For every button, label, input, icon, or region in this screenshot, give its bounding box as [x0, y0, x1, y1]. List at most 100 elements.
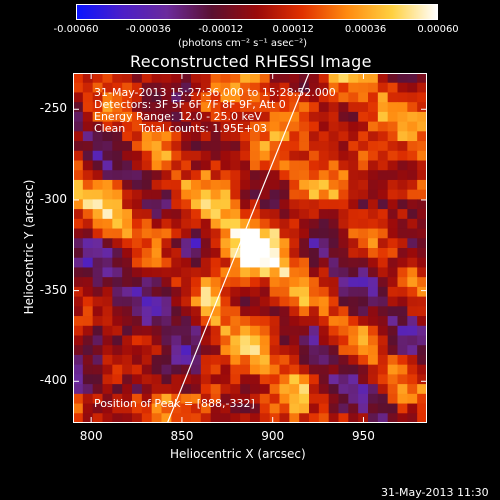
heatmap-cell: [142, 345, 152, 355]
heatmap-cell: [83, 374, 93, 384]
heatmap-cell: [142, 141, 152, 151]
heatmap-cell: [112, 267, 122, 277]
heatmap-cell: [329, 180, 339, 190]
heatmap-cell: [388, 316, 398, 326]
heatmap-cell: [280, 180, 290, 190]
heatmap-cell: [260, 248, 270, 258]
heatmap-cell: [289, 326, 299, 336]
heatmap-cell: [260, 141, 270, 151]
heatmap-cell: [270, 238, 280, 248]
heatmap-cell: [368, 112, 378, 122]
heatmap-cell: [181, 345, 191, 355]
heatmap-cell: [299, 219, 309, 229]
heatmap-cell: [378, 297, 388, 307]
heatmap-cell: [299, 151, 309, 161]
heatmap-cell: [191, 209, 201, 219]
heatmap-cell: [398, 287, 408, 297]
heatmap-cell: [309, 297, 319, 307]
heatmap-cell: [280, 73, 290, 83]
heatmap-cell: [230, 209, 240, 219]
heatmap-cell: [260, 151, 270, 161]
heatmap-cell: [221, 384, 231, 394]
heatmap-cell: [73, 199, 83, 209]
heatmap-cell: [299, 229, 309, 239]
heatmap-cell: [112, 384, 122, 394]
heatmap-cell: [240, 267, 250, 277]
heatmap-cell: [339, 374, 349, 384]
heatmap-cell: [417, 258, 427, 268]
heatmap-cell: [103, 287, 113, 297]
heatmap-cell: [280, 355, 290, 365]
heatmap-cell: [103, 73, 113, 83]
heatmap-cell: [103, 248, 113, 258]
heatmap-cell: [191, 326, 201, 336]
heatmap-cell: [260, 161, 270, 171]
heatmap-cell: [339, 277, 349, 287]
heatmap-cell: [398, 170, 408, 180]
heatmap-cell: [299, 199, 309, 209]
heatmap-cell: [348, 404, 358, 414]
heatmap-cell: [112, 151, 122, 161]
heatmap-cell: [132, 248, 142, 258]
heatmap-cell: [122, 384, 132, 394]
heatmap-cell: [358, 112, 368, 122]
heatmap-cell: [368, 404, 378, 414]
heatmap-cell: [309, 209, 319, 219]
heatmap-cell: [407, 161, 417, 171]
heatmap-cell: [280, 161, 290, 171]
heatmap-cell: [270, 306, 280, 316]
heatmap-cell: [388, 219, 398, 229]
heatmap-cell: [191, 258, 201, 268]
heatmap-cell: [398, 180, 408, 190]
heatmap-cell: [289, 238, 299, 248]
heatmap-cell: [181, 141, 191, 151]
heatmap-cell: [309, 73, 319, 83]
heatmap-cell: [211, 277, 221, 287]
heatmap-cell: [132, 297, 142, 307]
heatmap-cell: [152, 336, 162, 346]
heatmap-cell: [407, 180, 417, 190]
heatmap-cell: [348, 258, 358, 268]
heatmap-cell: [407, 413, 417, 423]
heatmap-cell: [221, 336, 231, 346]
heatmap-cell: [280, 306, 290, 316]
heatmap-cell: [122, 190, 132, 200]
heatmap-cell: [368, 199, 378, 209]
heatmap-cell: [122, 73, 132, 83]
heatmap-cell: [103, 151, 113, 161]
peak-position-text: Position of Peak = [888,-332]: [94, 398, 255, 410]
heatmap-cell: [270, 365, 280, 375]
heatmap-cell: [299, 112, 309, 122]
heatmap-cell: [191, 413, 201, 423]
heatmap-cell: [112, 316, 122, 326]
heatmap-cell: [378, 92, 388, 102]
heatmap-cell: [112, 258, 122, 268]
heatmap-cell: [230, 248, 240, 258]
heatmap-cell: [260, 355, 270, 365]
heatmap-cell: [142, 297, 152, 307]
heatmap-cell: [162, 238, 172, 248]
heatmap-cell: [211, 326, 221, 336]
heatmap-cell: [280, 297, 290, 307]
heatmap-cell: [368, 151, 378, 161]
heatmap-cell: [358, 258, 368, 268]
heatmap-cell: [230, 297, 240, 307]
heatmap-cell: [93, 316, 103, 326]
heatmap-cell: [309, 248, 319, 258]
heatmap-cell: [83, 219, 93, 229]
heatmap-cell: [368, 267, 378, 277]
heatmap-cell: [398, 161, 408, 171]
heatmap-cell: [201, 229, 211, 239]
heatmap-cell: [289, 336, 299, 346]
heatmap-cell: [181, 219, 191, 229]
heatmap-cell: [358, 306, 368, 316]
heatmap-cell: [378, 404, 388, 414]
heatmap-cell: [73, 238, 83, 248]
heatmap-cell: [142, 326, 152, 336]
heatmap-cell: [171, 287, 181, 297]
heatmap-cell: [417, 170, 427, 180]
heatmap-cell: [201, 384, 211, 394]
x-tick-label: 950: [352, 429, 375, 443]
heatmap-cell: [368, 229, 378, 239]
heatmap-cell: [250, 229, 260, 239]
